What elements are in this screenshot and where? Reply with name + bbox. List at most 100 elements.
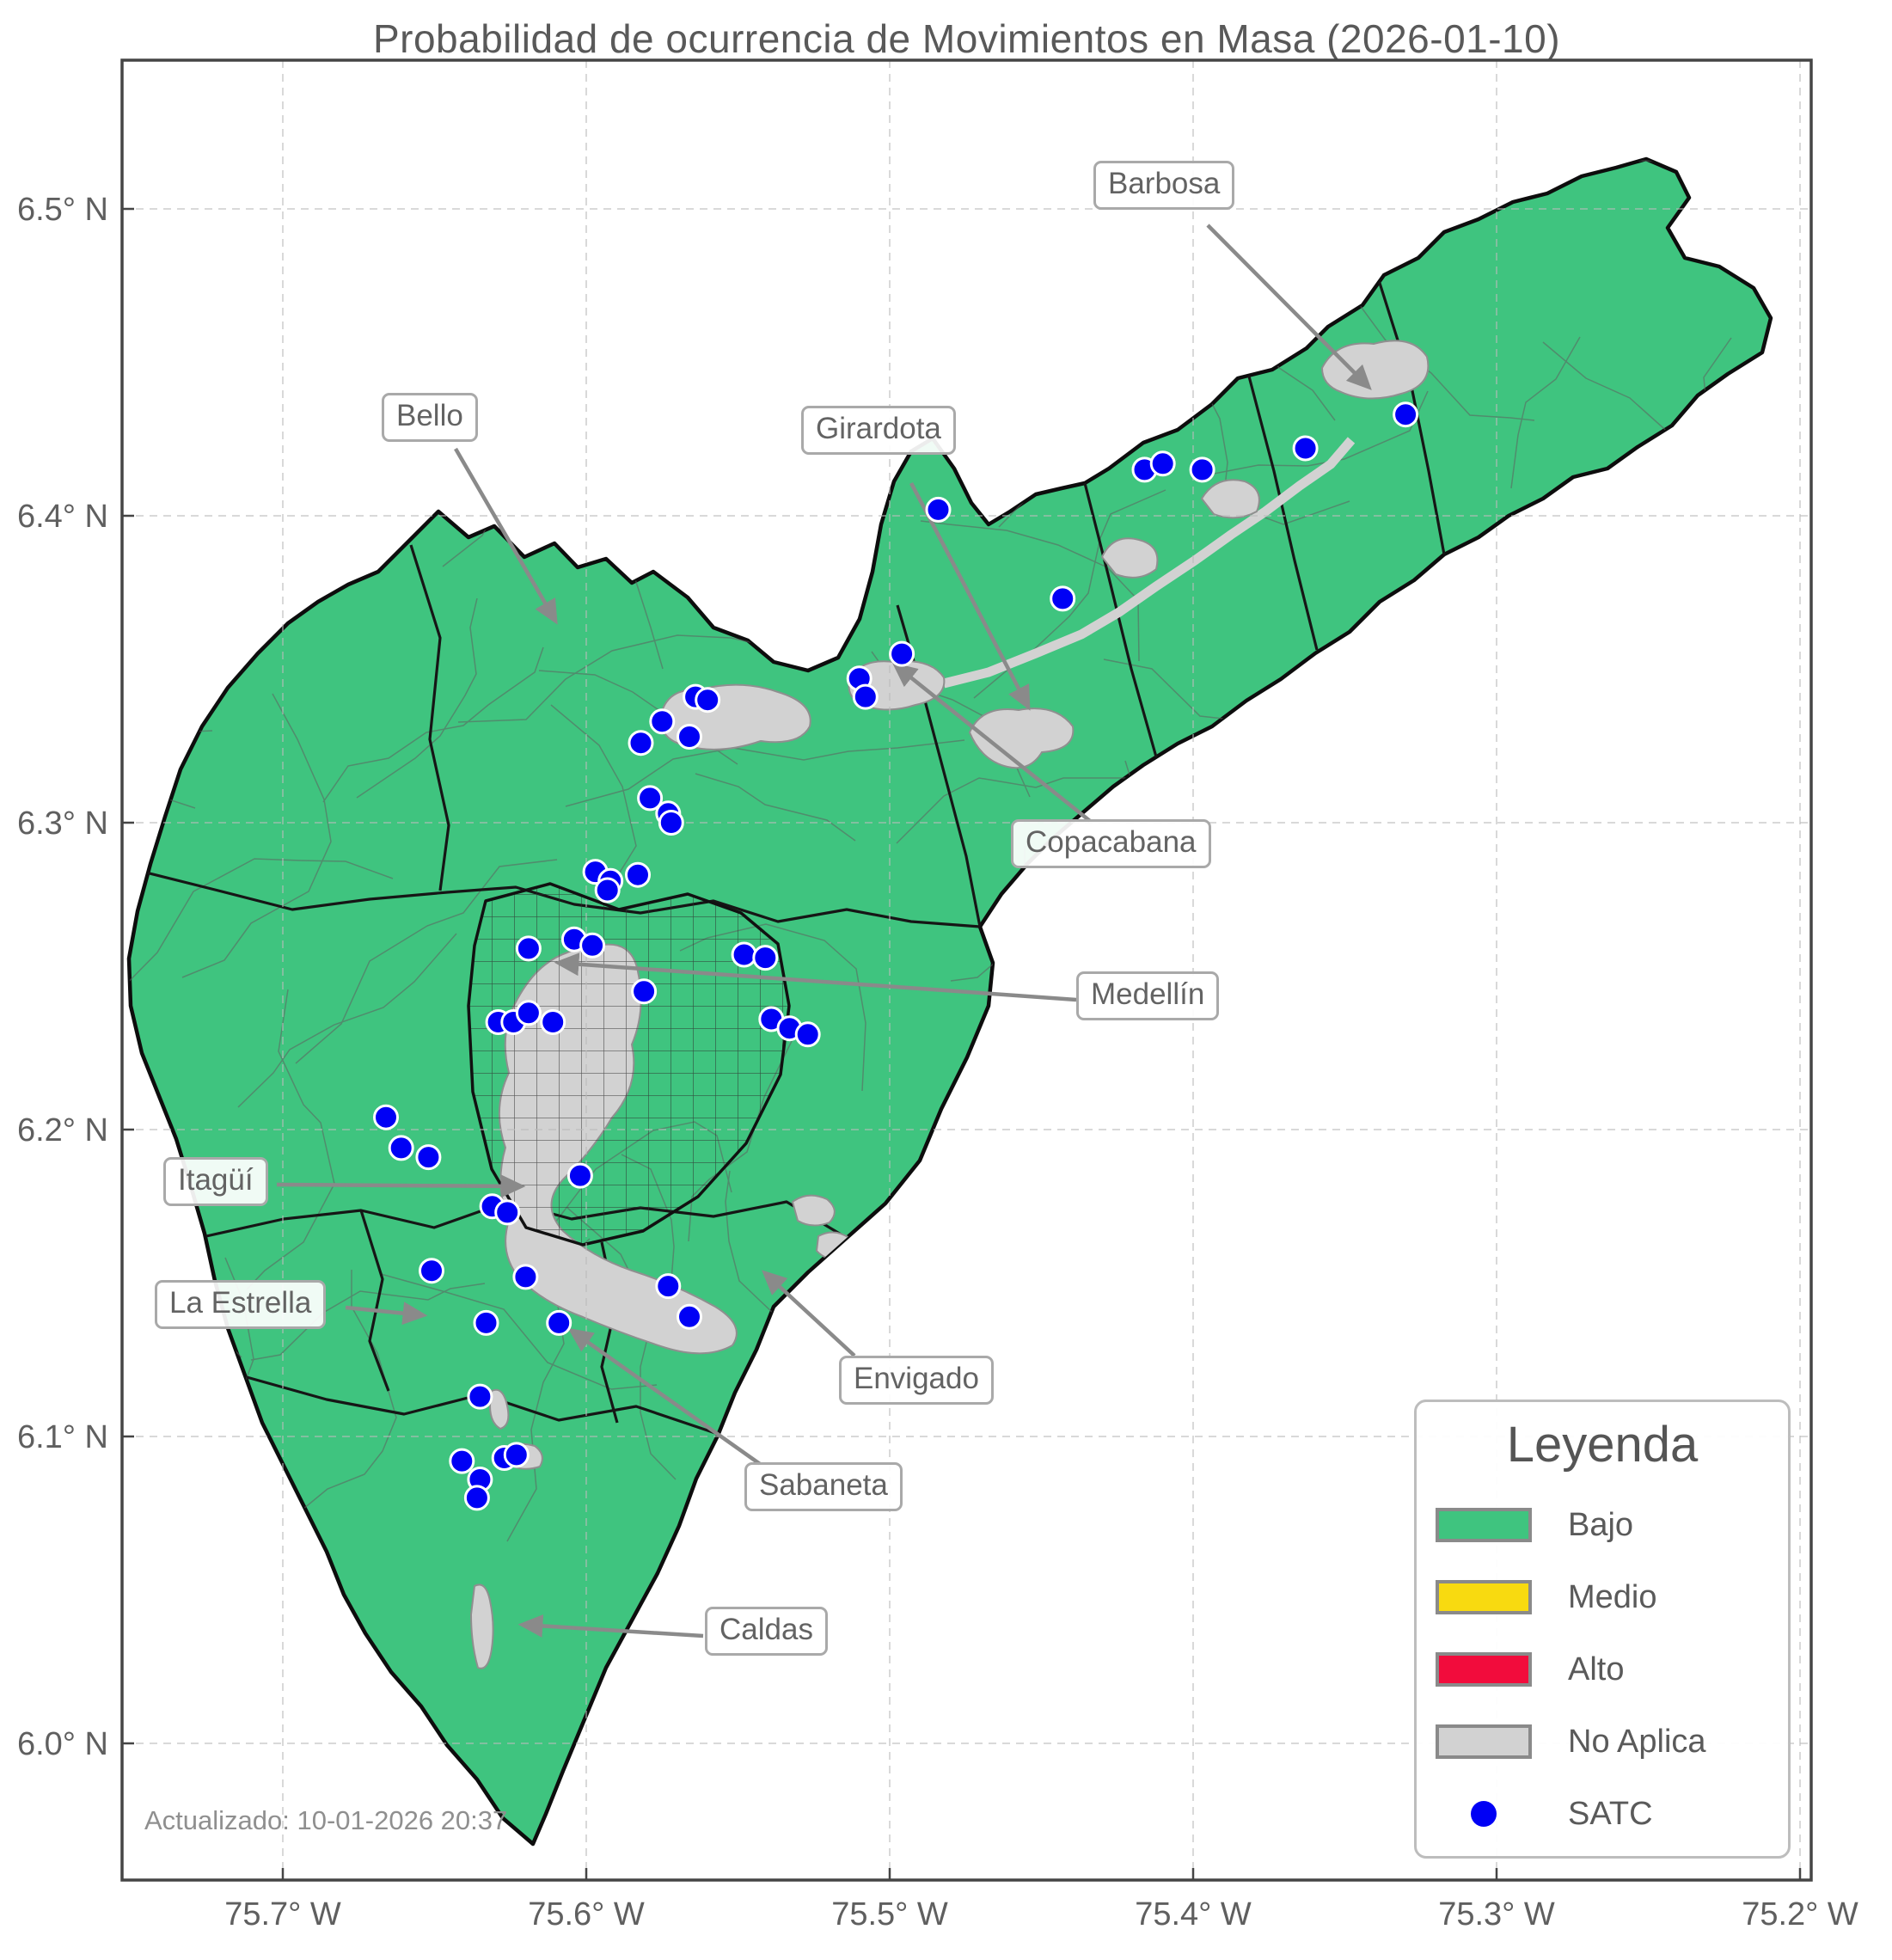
vereda-line	[760, 271, 964, 383]
vereda-line	[1254, 159, 1391, 205]
x-tick-label: 75.2° W	[1742, 1896, 1858, 1932]
vereda-line	[1160, 1300, 1215, 1468]
vereda-line	[1228, 1279, 1488, 1402]
satc-point	[649, 708, 676, 735]
vereda-line	[0, 929, 129, 965]
legend-title: Leyenda	[1506, 1417, 1699, 1473]
urban-area-caldas	[469, 1583, 494, 1669]
vereda-line	[1281, 1062, 1430, 1234]
city-label-medellin: Medellín	[1076, 971, 1220, 1020]
legend-label-bajo: Bajo	[1568, 1506, 1634, 1543]
y-tick-label: 6.2° N	[17, 1112, 108, 1148]
vereda-line	[732, 159, 848, 330]
city-label-barbosa: Barbosa	[1093, 161, 1235, 210]
vereda-line	[1622, 939, 1771, 1048]
legend-item-satc: SATC	[1417, 1778, 1788, 1850]
vereda-line	[646, 437, 751, 575]
satc-point	[628, 730, 654, 756]
city-label-caldas: Caldas	[705, 1607, 828, 1656]
satc-point	[1393, 401, 1419, 428]
annotation-arrow-caldas	[517, 1614, 704, 1638]
satc-point	[1292, 435, 1319, 462]
satc-point	[540, 1009, 566, 1035]
legend-marker-satc	[1436, 1801, 1532, 1827]
annotation-arrow-envigado	[762, 1270, 856, 1357]
satc-point	[925, 496, 952, 523]
x-tick-label: 75.4° W	[1135, 1896, 1252, 1932]
annotation-arrow-itagui	[276, 1174, 526, 1198]
vereda-line	[1245, 758, 1418, 809]
vereda-line	[674, 1516, 946, 1611]
urban-area-la-estrella	[488, 1388, 510, 1430]
legend-label-medio: Medio	[1568, 1578, 1657, 1615]
city-label-copacabana: Copacabana	[1011, 819, 1211, 868]
vereda-line	[1320, 1596, 1429, 1651]
vereda-line	[1256, 1183, 1467, 1393]
vereda-line	[786, 243, 944, 280]
satc-point	[415, 1144, 442, 1171]
annotation-arrow-medellin	[554, 952, 1077, 1002]
vereda-line	[486, 411, 641, 521]
urban-area-barbosa	[1320, 340, 1430, 400]
grid-and-axes: 75.7° W 75.6° W 75.5° W 75.4° W 75.3° W 75.2°…	[17, 60, 1858, 1932]
vereda-line	[548, 159, 600, 257]
satc-point	[695, 687, 721, 714]
legend-item-no-aplica: No Aplica	[1417, 1706, 1788, 1778]
vereda-line	[550, 704, 637, 876]
satc-point	[494, 1199, 521, 1226]
vereda-line	[904, 1605, 946, 1827]
satc-point	[731, 941, 757, 968]
vereda-line	[356, 597, 478, 799]
vereda-line	[250, 1283, 486, 1361]
legend-item-alto: Alto	[1417, 1633, 1788, 1706]
city-label-sabaneta: Sabaneta	[744, 1462, 903, 1511]
legend-swatch-no-aplica	[1436, 1724, 1532, 1759]
legend-item-bajo: Bajo	[1417, 1489, 1788, 1561]
y-tick-label: 6.3° N	[17, 805, 108, 842]
legend: Leyenda Bajo Medio Alto No Aplica SATC	[1414, 1400, 1791, 1859]
annotation-arrow-copacabana	[891, 662, 1092, 823]
page-title: Probabilidad de ocurrencia de Movimiento…	[372, 16, 1561, 61]
satc-point	[658, 810, 684, 836]
legend-swatch-medio	[1436, 1580, 1532, 1614]
vereda-line	[1375, 1127, 1471, 1387]
vereda-line	[1291, 864, 1362, 995]
satc-point	[752, 945, 779, 971]
vereda-line	[241, 1577, 311, 1831]
vereda-line	[1183, 1479, 1316, 1553]
satc-point	[515, 1000, 542, 1026]
annotation-arrow-sabaneta	[567, 1327, 762, 1466]
satc-point	[852, 683, 879, 710]
vereda-line	[1548, 849, 1591, 1176]
satc-point	[1149, 450, 1176, 477]
vereda-line	[772, 352, 964, 395]
city-label-itagui: Itagüí	[163, 1157, 268, 1206]
plot-frame	[120, 58, 1813, 1882]
vereda-line	[295, 859, 558, 1064]
satc-point	[655, 1273, 682, 1300]
vereda-line	[1628, 763, 1771, 846]
satc-point	[449, 1448, 475, 1474]
satc-point	[594, 877, 621, 903]
vereda-line	[129, 1431, 154, 1689]
vereda-line	[819, 1595, 1001, 1656]
annotation-arrow-girardota	[909, 481, 1031, 711]
satc-point	[473, 1309, 499, 1336]
satc-point	[1189, 456, 1215, 483]
satc-point	[373, 1104, 399, 1130]
legend-label-alto: Alto	[1568, 1651, 1625, 1687]
vereda-line	[283, 1270, 397, 1526]
satc-point	[419, 1258, 444, 1284]
vereda-line	[1271, 1770, 1320, 1844]
city-label-girardota: Girardota	[801, 406, 956, 455]
satc-point	[677, 724, 702, 750]
legend-label-no-aplica: No Aplica	[1568, 1723, 1706, 1760]
satc-point	[512, 1264, 539, 1290]
x-tick-label: 75.3° W	[1438, 1896, 1555, 1932]
vereda-line	[695, 773, 856, 842]
satc-point	[546, 1309, 572, 1336]
vereda-line	[457, 634, 778, 723]
x-tick-label: 75.5° W	[831, 1896, 948, 1932]
legend-item-medio: Medio	[1417, 1561, 1788, 1633]
